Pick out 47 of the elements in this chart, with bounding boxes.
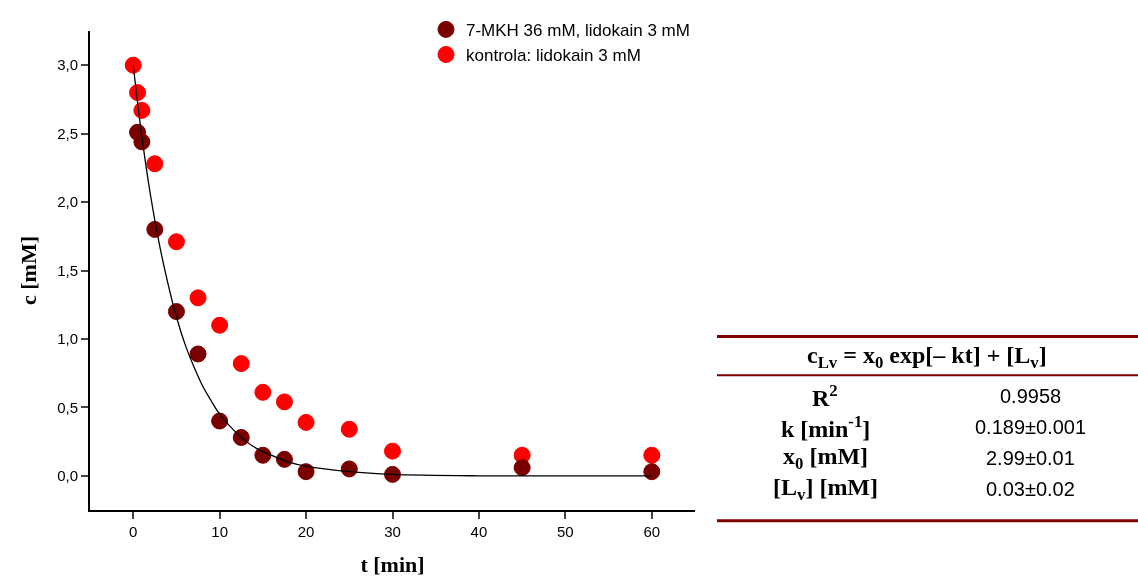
point [189, 289, 207, 307]
y-tick-label: 0,0 [57, 467, 78, 485]
text: R$^{2}$ [812, 381, 838, 412]
point [211, 316, 229, 334]
text: c$_{Lv}$ = x$_{0}$ exp[– kt] + [L$_{v}$] [807, 342, 1047, 373]
y-tick-label: 2,5 [57, 124, 78, 142]
point [189, 345, 207, 363]
point [643, 446, 661, 464]
point [384, 465, 401, 483]
text: [L$_{v}$] [mM] [773, 474, 879, 505]
point [254, 446, 272, 464]
text: 0.03±0.02 [986, 478, 1075, 500]
point [254, 383, 272, 401]
point [297, 463, 315, 481]
text: x$_{0}$ [mM] [783, 443, 869, 474]
text: k [min$^{-1}$] [781, 412, 871, 443]
point [146, 155, 164, 173]
point [124, 56, 142, 74]
y-tick-label: 1,5 [57, 261, 78, 279]
x-tick-label: 40 [470, 523, 488, 540]
text: 0.189±0.001 [975, 416, 1087, 438]
text: 2.99±0.01 [986, 447, 1075, 469]
point [340, 420, 358, 438]
point [643, 463, 661, 481]
point [167, 233, 185, 251]
legend-label: kontrola: lidokain 3 mM [466, 46, 641, 66]
point [384, 442, 401, 460]
point [275, 393, 293, 411]
legend-label: 7-MKH 36 mM, lidokain 3 mM [466, 21, 690, 41]
x-tick-label: 20 [297, 523, 315, 540]
x-tick-label: 60 [643, 523, 661, 540]
point [297, 413, 315, 431]
y-tick-label: 2,0 [57, 193, 78, 211]
y-tick-label: 1,0 [57, 330, 78, 348]
y-tick-label: 0,5 [57, 398, 78, 416]
point [211, 412, 229, 430]
point [232, 355, 250, 373]
x-tick-label: 30 [384, 523, 401, 540]
point [133, 101, 151, 119]
x-tick-label: 0 [129, 523, 138, 540]
x-axis-title: t [min] [360, 552, 425, 578]
x-tick-label: 50 [557, 523, 574, 540]
y-axis-title: c [mM] [16, 235, 42, 306]
y-tick-label: 3,0 [57, 56, 78, 74]
point [513, 459, 531, 477]
text: 0.9958 [1000, 385, 1062, 407]
x-tick-label: 10 [211, 523, 228, 540]
